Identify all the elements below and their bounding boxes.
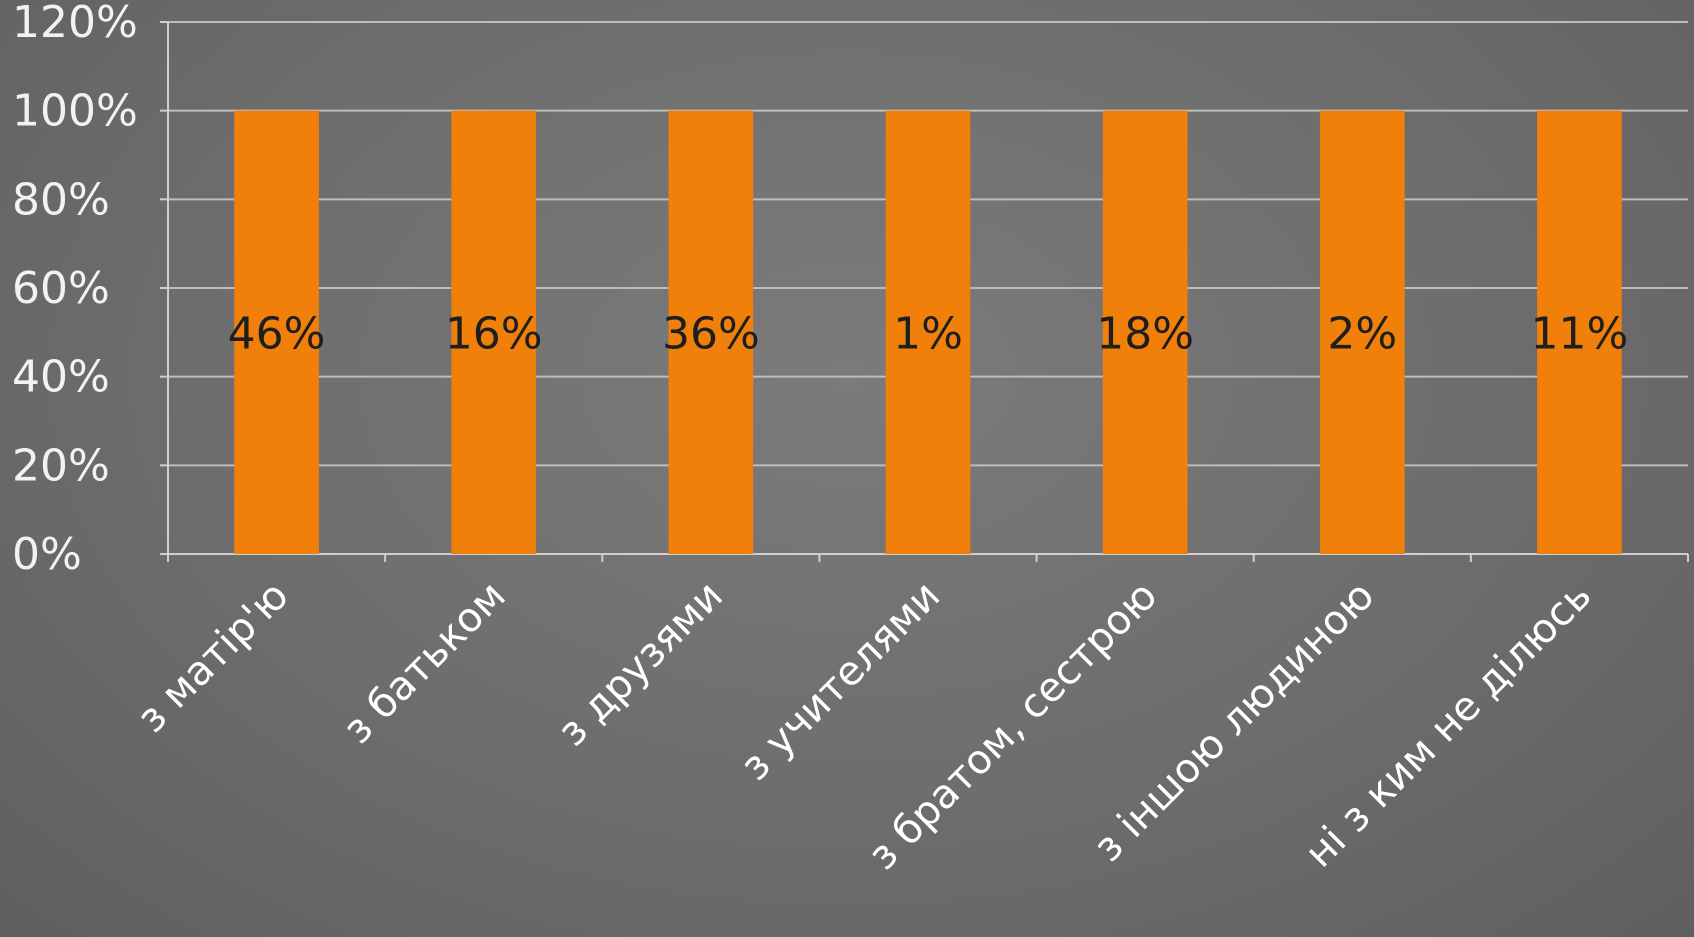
bar [1537, 110, 1622, 555]
data-label: 2% [1327, 308, 1397, 359]
x-category-label: з батьком [335, 573, 515, 753]
x-category-label: з друзями [549, 573, 732, 756]
x-category-label: з матір'ю [129, 573, 298, 742]
bar [885, 110, 971, 555]
data-labels: 46% 16% 36% 1% 18% 2% 11% [228, 308, 1629, 359]
bars [234, 110, 1622, 555]
x-category-label: з учителями [732, 573, 949, 790]
data-label: 11% [1531, 308, 1629, 359]
x-category-labels: з матір'ю з батьком з друзями з учителямиз … [129, 573, 1601, 879]
bar [234, 110, 319, 555]
y-tick-label: 100% [12, 86, 138, 137]
y-tick-label: 20% [12, 440, 110, 491]
y-tick-label: 80% [12, 174, 110, 225]
data-label: 1% [893, 308, 963, 359]
y-tick-labels: 0% 20% 40% 60% 80% 100% 120% [12, 0, 138, 580]
y-tick-label: 40% [12, 352, 110, 403]
data-label: 16% [445, 308, 543, 359]
bar [1319, 110, 1405, 555]
data-label: 46% [228, 308, 326, 359]
bar [668, 110, 754, 555]
bar [1102, 110, 1188, 555]
data-label: 36% [662, 308, 760, 359]
data-label: 18% [1096, 308, 1194, 359]
y-tick-label: 60% [12, 263, 110, 314]
y-tick-label: 0% [12, 529, 82, 580]
y-tick-label: 120% [12, 0, 138, 48]
bar [451, 110, 537, 555]
